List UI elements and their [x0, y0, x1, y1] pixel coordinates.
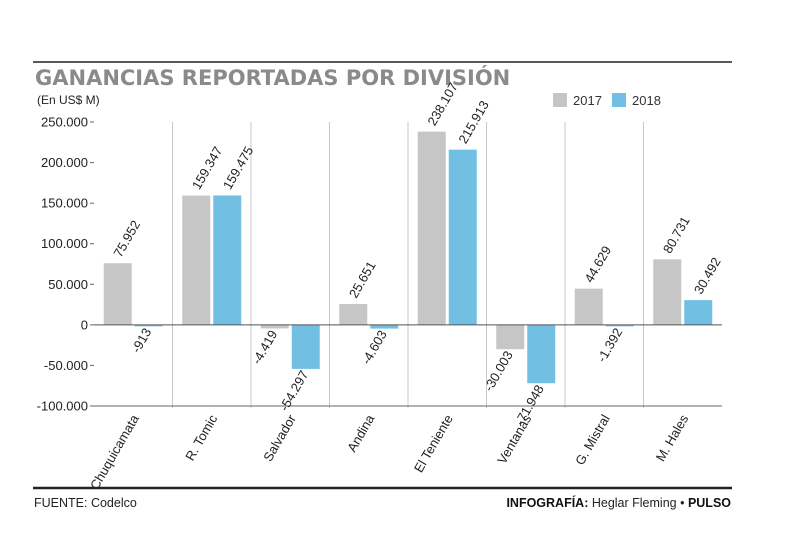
data-label: -913 — [128, 325, 154, 355]
bar-2017-el-teniente — [417, 131, 446, 325]
data-label: -54.297 — [276, 368, 311, 414]
y-tick-label: -50.000 — [44, 358, 88, 373]
bar-2018-el-teniente — [448, 149, 477, 325]
legend-label-2018: 2018 — [632, 93, 661, 108]
category-label: R. Tomic — [182, 412, 220, 464]
footer-source: FUENTE: Codelco — [34, 496, 137, 510]
chart-title: GANANCIAS REPORTADAS POR DIVISIÓN — [35, 65, 510, 90]
unit-label: (En US$ M) — [37, 93, 100, 107]
data-label: 30.492 — [691, 255, 724, 297]
data-label: -4.419 — [249, 327, 280, 366]
legend-label-2017: 2017 — [573, 93, 602, 108]
y-tick-label: 50.000 — [48, 277, 88, 292]
data-label: 25.651 — [346, 259, 379, 301]
legend: 2017 2018 — [553, 93, 661, 108]
bar-2017-g-mistral — [574, 288, 603, 325]
y-tick-label: 0 — [81, 317, 88, 332]
category-separators — [172, 122, 644, 408]
footer-credit-name: Heglar Fleming • — [588, 496, 688, 510]
y-tick-label: 250.000 — [41, 115, 88, 130]
y-axis: 250.000 200.000 150.000 100.000 50.000 0 -50.0… — [37, 115, 94, 414]
bar-2018-r-tomic — [213, 195, 242, 325]
bar-2017-ventanas — [496, 324, 525, 350]
data-label: -4.603 — [358, 328, 389, 367]
category-labels: Chuquicamata R. Tomic Salvador Andina El Ten… — [87, 411, 692, 492]
legend-swatch-2018 — [612, 93, 626, 107]
bar-2018-andina — [370, 324, 399, 329]
bars — [103, 131, 713, 384]
category-label: G. Mistral — [572, 412, 613, 468]
data-label: -1.392 — [594, 325, 625, 364]
y-tick-label: 150.000 — [41, 196, 88, 211]
bar-2018-m-hales — [684, 300, 713, 325]
y-tick-label: -100.000 — [37, 399, 88, 414]
footer-credit-prefix: INFOGRAFÍA: — [506, 495, 588, 510]
bar-2017-salvador — [260, 324, 289, 329]
category-label: M. Hales — [653, 412, 692, 464]
legend-swatch-2017 — [553, 93, 567, 107]
bar-2017-r-tomic — [182, 195, 211, 325]
data-label: 80.731 — [660, 214, 693, 256]
y-tick-label: 200.000 — [41, 155, 88, 170]
data-label: 75.952 — [110, 218, 143, 260]
bar-2017-andina — [339, 304, 368, 325]
category-label: Chuquicamata — [87, 411, 142, 492]
category-label: El Teniente — [411, 412, 456, 475]
category-label: Salvador — [260, 411, 299, 464]
bar-2018-ventanas — [527, 324, 556, 384]
bar-2017-m-hales — [653, 259, 682, 325]
bar-2018-salvador — [291, 324, 320, 369]
footer-credit: INFOGRAFÍA: Heglar Fleming • PULSO — [506, 495, 731, 510]
bar-2018-chuquicamata — [134, 324, 163, 327]
bar-2018-g-mistral — [605, 324, 634, 327]
footer-credit-brand: PULSO — [688, 496, 731, 510]
bar-2017-chuquicamata — [103, 263, 132, 325]
y-tick-label: 100.000 — [41, 236, 88, 251]
category-label: Andina — [344, 411, 378, 454]
data-label: 44.629 — [581, 243, 614, 285]
